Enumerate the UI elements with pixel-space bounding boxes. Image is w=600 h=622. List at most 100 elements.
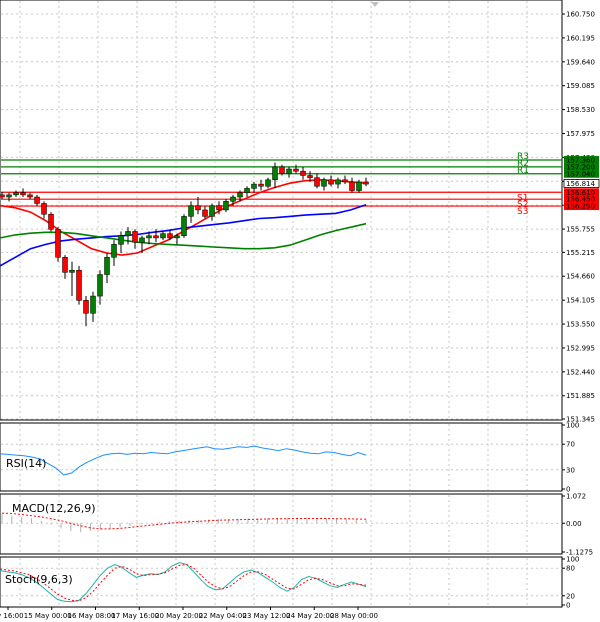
macd-plot xyxy=(1,512,367,533)
candlesticks xyxy=(0,162,369,327)
price-tick-label: 153.550 xyxy=(566,321,595,329)
candle-body xyxy=(251,183,257,189)
candle-body xyxy=(293,168,299,172)
candle-body xyxy=(132,231,138,243)
level-name-s3: S3 xyxy=(517,207,528,217)
price-tick-label: 159.640 xyxy=(566,58,595,66)
level-box-r3 xyxy=(564,155,599,164)
indicator-tick-label: 0 xyxy=(566,602,570,610)
rsi-series xyxy=(0,445,367,476)
candle-body xyxy=(6,194,12,198)
indicator-tick-label: 20 xyxy=(566,592,575,600)
rsi-panel[interactable]: RSI(14) xyxy=(0,422,563,492)
candle-body xyxy=(321,179,327,187)
level-box-s2 xyxy=(564,195,599,204)
candle-body xyxy=(0,194,5,198)
candle-body xyxy=(48,213,54,230)
candle-body xyxy=(20,192,26,196)
level-name-s1: S1 xyxy=(517,193,528,203)
stoch-panel[interactable]: Stoch(9,6,3) xyxy=(0,556,563,608)
candle-body xyxy=(160,233,166,239)
scroll-marker-icon[interactable] xyxy=(371,2,379,7)
candle-body xyxy=(27,194,33,198)
candle-body xyxy=(258,183,264,187)
indicator-tick-label: 0 xyxy=(566,486,570,494)
indicator-tick-label: 30 xyxy=(566,466,575,474)
indicator-tick-label: 1.072 xyxy=(566,493,586,501)
indicator-tick-label: 80 xyxy=(566,565,575,573)
level-box-r2 xyxy=(564,162,599,171)
price-tick-label: 152.440 xyxy=(566,368,595,376)
level-box-s1 xyxy=(564,188,599,197)
candle-body xyxy=(230,196,236,202)
price-tick-label: 158.530 xyxy=(566,106,595,114)
price-tick-label: 151.345 xyxy=(566,416,595,424)
stoch-label: Stoch(9,6,3) xyxy=(5,573,73,586)
candle-body xyxy=(153,235,159,239)
candle-body xyxy=(97,274,103,297)
indicator-tick-label: -1.1275 xyxy=(566,549,593,557)
level-name-r1: R1 xyxy=(517,166,529,176)
time-tick-label: 28 May 00:00 xyxy=(330,612,378,620)
price-tick-label: 154.660 xyxy=(566,273,595,281)
indicator-tick-label: 70 xyxy=(566,441,575,449)
candle-body xyxy=(83,300,89,314)
stoch-plot xyxy=(0,562,367,603)
time-tick-label: 16 May 08:00 xyxy=(68,612,116,620)
time-tick-label: 20 May 20:00 xyxy=(155,612,203,620)
price-tick-label: 151.885 xyxy=(566,392,595,400)
ma-line-ma-green xyxy=(0,222,367,250)
main-grid xyxy=(1,1,562,420)
price-tick-label: 160.750 xyxy=(566,11,595,19)
candle-body xyxy=(279,166,285,174)
candle-body xyxy=(167,233,173,239)
candle-body xyxy=(111,244,117,258)
candle-body xyxy=(202,209,208,217)
macd-grid xyxy=(1,495,562,553)
time-tick-label: 15 May 00:00 xyxy=(24,612,72,620)
candle-body xyxy=(90,295,96,314)
candle-body xyxy=(272,166,278,181)
level-price-label: 157.200 xyxy=(566,163,595,171)
candle-body xyxy=(356,181,362,191)
level-box-r1 xyxy=(564,169,599,178)
time-tick-label: 22 May 04:00 xyxy=(199,612,247,620)
rsi-grid xyxy=(1,424,562,490)
rsi-label: RSI(14) xyxy=(6,457,46,470)
candle-body xyxy=(335,179,341,185)
candle-body xyxy=(139,237,145,243)
level-price-label: 157.040 xyxy=(566,170,595,178)
stoch-main-line xyxy=(0,562,367,603)
indicator-tick-label: 100 xyxy=(566,422,579,430)
candle-body xyxy=(307,175,313,178)
candle-body xyxy=(174,235,180,239)
candle-body xyxy=(237,192,243,198)
price-tick-label: 157.975 xyxy=(566,130,595,138)
candle-body xyxy=(216,205,222,211)
indicator-tick-label: 0.00 xyxy=(566,520,582,528)
macd-panel[interactable]: MACD(12,26,9) xyxy=(0,493,563,555)
candle-body xyxy=(62,257,68,273)
price-tick-label: 152.995 xyxy=(566,344,595,352)
candle-body xyxy=(41,203,47,215)
time-tick-label: 24 May 20:00 xyxy=(286,612,334,620)
candle-body xyxy=(146,235,152,239)
price-tick-label: 160.195 xyxy=(566,34,595,42)
current-price-box xyxy=(563,179,600,188)
price-tick-label: 155.755 xyxy=(566,226,595,234)
candle-body xyxy=(69,269,75,273)
candle-body xyxy=(314,177,320,187)
stoch-grid xyxy=(1,558,562,606)
current-price-label: 156.814 xyxy=(566,180,595,188)
candle-body xyxy=(349,181,355,191)
candle-body xyxy=(181,216,187,237)
level-price-label: 156.450 xyxy=(566,196,595,204)
macd-signal-line xyxy=(1,512,367,530)
candle-body xyxy=(328,179,334,185)
rsi-line xyxy=(0,445,367,476)
time-tick-label: 23 May 12:00 xyxy=(243,612,291,620)
candle-body xyxy=(286,168,292,174)
